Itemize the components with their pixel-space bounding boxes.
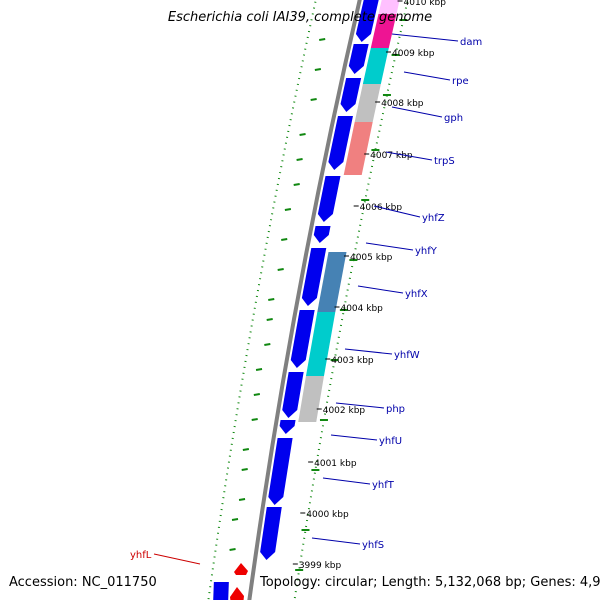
reverse-feature (230, 587, 244, 600)
gene-leader-line (391, 33, 459, 42)
cds-arrow (279, 420, 296, 434)
tick-label: 4002 kbp (323, 406, 366, 416)
tick-label: 4000 kbp (306, 510, 349, 520)
cds-arrow (348, 44, 369, 74)
tick-label: 4007 kbp (370, 151, 413, 161)
gene-label-yhft: yhfT (372, 480, 395, 491)
gene-leader-line (373, 205, 421, 218)
tick-label: 4004 kbp (340, 304, 383, 314)
gc-skew-mark (293, 183, 300, 186)
cds-arrow (328, 116, 353, 170)
cds-arrow (260, 507, 282, 560)
gene-leader-line (311, 537, 361, 545)
gc-skew-mark (299, 133, 306, 136)
gc-skew-mark (229, 548, 236, 551)
gene-leader-line (357, 285, 404, 294)
reverse-feature (234, 563, 248, 575)
tick-label: 4003 kbp (331, 356, 374, 366)
gene-label-yhfu: yhfU (379, 436, 402, 447)
gene-label-yhfl: yhfL (130, 550, 152, 561)
category-segment (298, 376, 324, 422)
gene-label-yhfx: yhfX (405, 289, 428, 300)
gene-label-gph: gph (444, 113, 463, 124)
gc-skew-marks (229, 19, 408, 571)
cog-category-ring (298, 0, 400, 422)
gene-labels: dam rpe gph trpS yhfZ yhfY yhfX yhfW php yhfU yhfT… (130, 33, 482, 565)
gc-skew-mark (277, 268, 284, 271)
gene-leader-line (403, 71, 451, 81)
cds-arrow (317, 176, 341, 222)
gene-leader-line (330, 434, 378, 441)
cds-arrow (213, 582, 229, 600)
gc-skew-mark (253, 393, 260, 396)
gene-leader-line (391, 106, 443, 118)
gene-leader-line (335, 402, 385, 409)
gc-skew-mark (255, 368, 263, 371)
cds-arrow (301, 248, 327, 306)
gc-skew-mark (284, 208, 292, 211)
cds-arrow (340, 78, 362, 112)
tick-label: 4005 kbp (350, 253, 393, 263)
map-title: Escherichia coli IAI39, complete genome (167, 10, 433, 25)
cds-arrow (282, 372, 304, 418)
gene-leader-line (322, 477, 371, 485)
tick-label: 4001 kbp (314, 459, 357, 469)
gene-label-yhfw: yhfW (394, 350, 420, 361)
category-segment (378, 0, 400, 14)
cds-feature-track (213, 0, 379, 600)
gc-skew-mark (266, 318, 273, 321)
tick-label: 4010 kbp (404, 0, 447, 8)
category-segment (317, 252, 347, 312)
gc-skew-mark (296, 158, 303, 161)
tick-label: 4008 kbp (381, 99, 424, 109)
gene-label-yhfz: yhfZ (422, 213, 445, 224)
gc-skew-mark (314, 68, 322, 71)
tick-label: 3999 kbp (299, 561, 342, 571)
cds-arrow (355, 0, 379, 42)
category-segment (370, 14, 397, 48)
cds-arrow (290, 310, 315, 368)
gene-leader-line (385, 151, 433, 161)
topology-label: Topology: circular; Length: 5,132,068 bp… (260, 575, 600, 590)
category-segment (362, 48, 389, 84)
gene-label-trps: trpS (434, 156, 455, 167)
gene-leader-line (153, 553, 201, 565)
gene-leader-line (344, 348, 393, 355)
gc-skew-mark (268, 298, 275, 301)
gene-label-dam: dam (460, 37, 482, 48)
gc-skew-mark (241, 468, 248, 471)
gc-skew-mark (251, 418, 258, 421)
gene-label-yhfy: yhfY (415, 246, 438, 257)
gc-skew-mark (281, 238, 288, 241)
gc-skew-mark (238, 498, 246, 501)
gene-label-yhfs: yhfS (362, 540, 384, 551)
genome-backbone (247, 0, 362, 600)
reverse-feature-track (230, 563, 248, 600)
gc-skew-mark (319, 38, 326, 41)
gc-skew-mark (242, 448, 250, 451)
category-segment (354, 84, 381, 122)
cds-arrow (313, 226, 331, 243)
tick-label: 4009 kbp (392, 49, 435, 59)
gene-label-rpe: rpe (452, 76, 469, 87)
gc-skew-mark (231, 518, 239, 521)
cds-arrow (268, 438, 293, 505)
category-segment (305, 312, 336, 376)
accession-label: Accession: NC_011750 (9, 575, 157, 590)
gene-leader-line (365, 242, 414, 251)
gc-skew-mark (310, 98, 317, 101)
category-segment (343, 122, 373, 175)
gene-label-php: php (386, 404, 405, 415)
gc-skew-mark (264, 343, 271, 346)
